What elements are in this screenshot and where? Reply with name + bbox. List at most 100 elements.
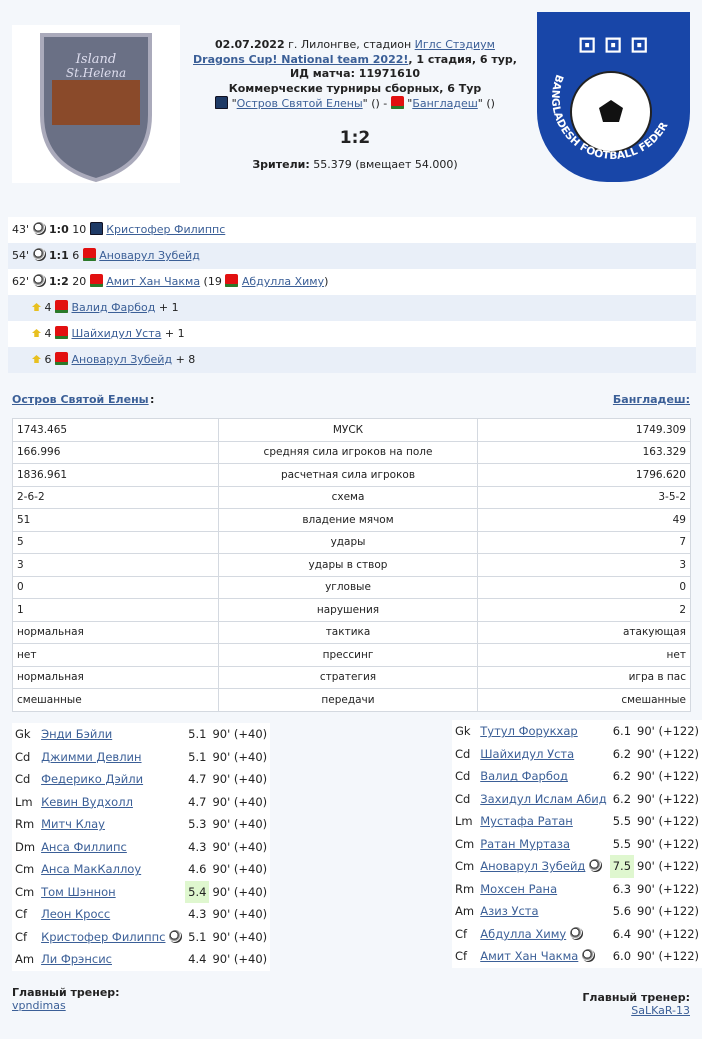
lineup-row: Gk Энди Бэйли 5.1 90' (+40) (12, 723, 271, 746)
home-team-link[interactable]: Остров Святой Елены (236, 97, 363, 110)
player-position: Lm (12, 790, 39, 813)
home-stat-value: 51 (12, 508, 219, 532)
event-score: 1:1 (49, 249, 69, 262)
event-row: 62' 1:2 20 Амит Хан Чакма (19 Абдулла Хи… (8, 269, 696, 295)
lineup-row: Am Азиз Уста 5.6 90' (+122) (452, 900, 702, 923)
player-link[interactable]: Кристофер Филиппс (106, 223, 226, 236)
away-team-stats-link[interactable]: Бангладеш: (612, 393, 690, 406)
stadium-link[interactable]: Иглс Стэдиум (414, 38, 495, 51)
player-link[interactable]: Валид Фарбод (480, 769, 568, 784)
player-link[interactable]: Шайхидул Уста (480, 746, 575, 761)
tournament-link[interactable]: Dragons Cup! National team 2022! (193, 52, 409, 66)
lineup-row: Lm Мустафа Ратан 5.5 90' (+122) (452, 810, 702, 833)
player-link[interactable]: Тутул Форукхар (480, 724, 578, 739)
away-team-link[interactable]: Бангладеш (412, 97, 478, 110)
player-time: 90' (+122) (634, 742, 702, 765)
player-rating: 5.1 (185, 745, 210, 768)
player-link[interactable]: Амит Хан Чакма (480, 949, 579, 964)
player-link[interactable]: Джимми Девлин (41, 749, 142, 764)
player-rating: 5.3 (185, 813, 210, 836)
home-lineup: Gk Энди Бэйли 5.1 90' (+40) Cd Джимми Девлин 5… (12, 723, 271, 971)
player-position: Am (452, 900, 478, 923)
player-position: Rm (452, 877, 478, 900)
player-position: Cd (452, 742, 478, 765)
player-link[interactable]: Ратан Муртаза (480, 836, 571, 851)
stat-label: угловые (218, 575, 478, 599)
event-row: 6 Ановарул Зубейд + 8 (8, 347, 696, 373)
home-coach-link[interactable]: vpndimas (12, 999, 66, 1012)
stat-label: расчетная сила игроков (218, 463, 478, 487)
home-stat-value: нет (12, 643, 219, 667)
rating-up-icon (32, 355, 41, 363)
player-link[interactable]: Ли Фрэнсис (41, 952, 112, 967)
player-link[interactable]: Ановарул Зубейд (99, 249, 200, 262)
player-link[interactable]: Леон Кросс (41, 907, 111, 922)
player-link[interactable]: Кристофер Филиппс (41, 929, 166, 944)
player-rating: 5.6 (609, 900, 635, 923)
player-rating: 6.0 (609, 945, 635, 968)
rating-up-icon (32, 303, 41, 311)
player-position: Dm (12, 835, 39, 858)
home-team-stats-link[interactable]: Остров Святой Елены (12, 393, 149, 406)
player-time: 90' (+122) (634, 877, 702, 900)
match-header: 02.07.2022 г. Лилонгве, стадион Иглс Стэ… (190, 38, 520, 112)
player-time: 90' (+40) (209, 948, 271, 971)
away-coach-link[interactable]: SaLKaR-13 (631, 1004, 690, 1017)
shirt-icon (55, 300, 68, 313)
goal-icon (569, 926, 583, 940)
match-events: 43' 1:0 10 Кристофер Филиппс 54' 1:1 6 Ан… (8, 217, 696, 373)
away-coach: Главный тренер: SaLKaR-13 (582, 991, 690, 1017)
player-link[interactable]: Абдулла Химу (480, 926, 567, 941)
away-stat-value: атакующая (477, 620, 691, 644)
stats-row: 3 удары в створ 3 (12, 553, 691, 577)
player-link[interactable]: Азиз Уста (480, 904, 539, 919)
player-position: Cd (452, 765, 478, 788)
shirt-icon (225, 274, 239, 287)
city: г. Лилонгве, стадион (284, 38, 415, 51)
player-link[interactable]: Том Шэннон (41, 884, 116, 899)
lineup-row: Cf Амит Хан Чакма 6.0 90' (+122) (452, 945, 702, 968)
player-rating: 6.2 (609, 742, 635, 765)
player-link[interactable]: Анса Филлипс (41, 839, 127, 854)
svg-text:Island: Island (75, 52, 116, 67)
player-link[interactable]: Амит Хан Чакма (106, 275, 201, 288)
player-number: 4 (44, 327, 52, 340)
player-link[interactable]: Шайхидул Уста (71, 327, 162, 340)
home-stat-value: 0 (12, 575, 219, 599)
player-time: 90' (+40) (209, 813, 271, 836)
player-time: 90' (+40) (209, 723, 271, 746)
lineup-row: Rm Мохсен Рана 6.3 90' (+122) (452, 877, 702, 900)
away-team-logo: ⊡ ⊡ ⊡ BANGLADESH FOOTBALL FEDERATION (533, 3, 690, 182)
player-link[interactable]: Ановарул Зубейд (480, 859, 586, 874)
player-link[interactable]: Кевин Вудхолл (41, 794, 133, 809)
player-link[interactable]: Валид Фарбод (71, 301, 156, 314)
player-link[interactable]: Федерико Дэйли (41, 772, 144, 787)
away-shirt-icon (390, 96, 404, 109)
assist-player-link[interactable]: Абдулла Химу (241, 275, 325, 288)
player-position: Cd (12, 768, 39, 791)
lineup-row: Cd Джимми Девлин 5.1 90' (+40) (12, 745, 271, 768)
away-stat-value: 1749.309 (477, 418, 691, 442)
player-link[interactable]: Анса МакКаллоу (41, 862, 142, 877)
player-link[interactable]: Ановарул Зубейд (71, 353, 173, 366)
lineup-row: Cd Захидул Ислам Абид 6.2 90' (+122) (452, 787, 702, 810)
home-stat-value: 3 (12, 553, 219, 577)
player-link[interactable]: Мустафа Ратан (480, 814, 573, 829)
player-link[interactable]: Энди Бэйли (41, 727, 113, 742)
lineup-row: Cf Леон Кросс 4.3 90' (+40) (12, 903, 271, 926)
away-stat-value: игра в пас (477, 665, 691, 689)
player-link[interactable]: Захидул Ислам Абид (480, 791, 607, 806)
lineup-row: Gk Тутул Форукхар 6.1 90' (+122) (452, 720, 702, 743)
stats-row: нормальная стратегия игра в пас (12, 665, 691, 689)
player-link[interactable]: Митч Клау (41, 817, 105, 832)
coach-label: Главный тренер: (582, 991, 690, 1004)
event-row: 4 Валид Фарбод + 1 (8, 295, 696, 321)
stat-label: тактика (218, 620, 478, 644)
event-score: 1:2 (49, 275, 69, 288)
player-position: Cm (452, 832, 478, 855)
event-extra: + 8 (175, 353, 196, 366)
player-rating: 4.6 (185, 858, 210, 881)
away-stat-value: 0 (477, 575, 691, 599)
player-number: 20 (72, 275, 87, 288)
player-link[interactable]: Мохсен Рана (480, 881, 558, 896)
